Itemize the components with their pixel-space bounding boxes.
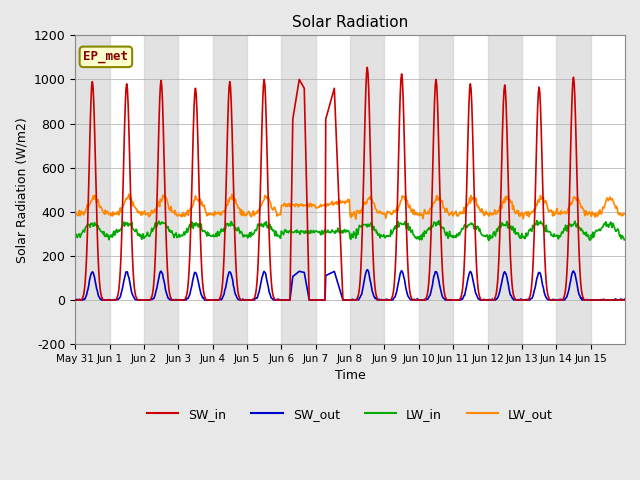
- Bar: [419, 36, 453, 344]
- Bar: [75, 36, 109, 344]
- Bar: [350, 36, 385, 344]
- X-axis label: Time: Time: [335, 370, 365, 383]
- Y-axis label: Solar Radiation (W/m2): Solar Radiation (W/m2): [15, 117, 28, 263]
- Bar: [212, 36, 247, 344]
- Bar: [144, 36, 179, 344]
- Bar: [282, 36, 316, 344]
- Bar: [488, 36, 522, 344]
- Legend: SW_in, SW_out, LW_in, LW_out: SW_in, SW_out, LW_in, LW_out: [142, 403, 558, 426]
- Bar: [556, 36, 591, 344]
- Text: EP_met: EP_met: [83, 50, 129, 63]
- Title: Solar Radiation: Solar Radiation: [292, 15, 408, 30]
